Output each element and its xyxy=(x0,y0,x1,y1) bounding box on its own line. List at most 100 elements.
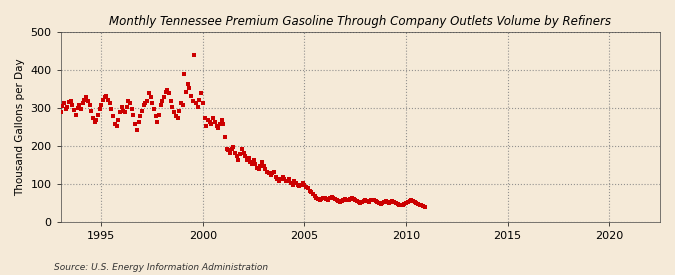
Point xyxy=(153,112,164,117)
Point xyxy=(201,124,212,128)
Title: Monthly Tennessee Premium Gasoline Through Company Outlets Volume by Refiners: Monthly Tennessee Premium Gasoline Throu… xyxy=(109,15,612,28)
Point xyxy=(60,106,71,111)
Point xyxy=(319,196,330,200)
Point xyxy=(404,199,415,204)
Point xyxy=(252,166,263,170)
Point xyxy=(250,162,261,166)
Point xyxy=(350,197,360,202)
Point xyxy=(311,196,322,200)
Point xyxy=(315,197,325,202)
Point xyxy=(111,124,122,128)
Point xyxy=(150,114,161,119)
Point xyxy=(329,197,340,201)
Point xyxy=(353,200,364,204)
Point xyxy=(128,112,139,117)
Point xyxy=(253,167,264,172)
Point xyxy=(302,186,313,191)
Point xyxy=(119,110,130,115)
Point xyxy=(188,99,198,103)
Point xyxy=(218,122,229,126)
Point xyxy=(159,95,169,100)
Point xyxy=(245,160,256,164)
Point xyxy=(142,99,153,103)
Point xyxy=(362,199,373,204)
Point xyxy=(215,122,225,126)
Point xyxy=(223,148,234,153)
Point xyxy=(401,200,412,205)
Point xyxy=(184,86,194,90)
Point xyxy=(377,200,387,205)
Point xyxy=(208,116,219,121)
Point xyxy=(205,120,215,125)
Point xyxy=(118,109,129,113)
Point xyxy=(95,106,105,111)
Point xyxy=(260,167,271,172)
Point xyxy=(346,196,357,200)
Point xyxy=(91,118,102,122)
Point xyxy=(172,116,183,121)
Point xyxy=(321,197,332,201)
Point xyxy=(62,105,73,109)
Point xyxy=(225,150,236,155)
Point xyxy=(409,200,420,204)
Point xyxy=(280,178,291,183)
Point xyxy=(92,112,103,117)
Point xyxy=(216,118,227,122)
Text: Source: U.S. Energy Information Administration: Source: U.S. Energy Information Administ… xyxy=(54,263,268,272)
Point xyxy=(202,118,213,122)
Point xyxy=(240,154,250,159)
Point xyxy=(365,198,376,203)
Point xyxy=(259,163,269,168)
Point xyxy=(333,199,344,203)
Point xyxy=(273,178,284,183)
Point xyxy=(67,103,78,107)
Point xyxy=(74,103,85,107)
Point xyxy=(219,135,230,140)
Point xyxy=(286,181,296,185)
Point xyxy=(171,114,182,119)
Point xyxy=(296,182,306,187)
Point xyxy=(242,158,252,163)
Point xyxy=(356,200,367,204)
Point xyxy=(155,103,166,107)
Point xyxy=(232,154,242,159)
Point xyxy=(379,200,389,204)
Point xyxy=(116,105,127,109)
Point xyxy=(89,120,100,125)
Point xyxy=(140,101,151,106)
Point xyxy=(72,106,83,110)
Point xyxy=(236,147,247,151)
Point xyxy=(233,158,244,163)
Point xyxy=(267,171,278,175)
Point xyxy=(77,101,88,106)
Point xyxy=(135,114,146,119)
Point xyxy=(309,194,320,198)
Point xyxy=(414,202,425,207)
Point xyxy=(130,122,140,126)
Point xyxy=(228,144,239,149)
Point xyxy=(163,91,174,96)
Point xyxy=(369,198,379,203)
Point xyxy=(196,91,207,96)
Point xyxy=(167,105,178,109)
Point xyxy=(145,95,156,100)
Point xyxy=(275,177,286,182)
Point xyxy=(132,128,142,132)
Point xyxy=(272,177,283,182)
Point xyxy=(396,203,406,208)
Point xyxy=(136,109,147,113)
Point xyxy=(64,100,75,104)
Point xyxy=(109,122,120,126)
Point xyxy=(384,200,395,205)
Point xyxy=(138,103,149,107)
Point xyxy=(372,200,383,204)
Point xyxy=(192,105,203,109)
Point xyxy=(55,110,66,115)
Point xyxy=(162,87,173,92)
Point xyxy=(385,200,396,204)
Point xyxy=(59,101,70,106)
Point xyxy=(382,200,393,204)
Point xyxy=(99,95,110,100)
Point xyxy=(122,105,132,109)
Y-axis label: Thousand Gallons per Day: Thousand Gallons per Day xyxy=(15,58,25,196)
